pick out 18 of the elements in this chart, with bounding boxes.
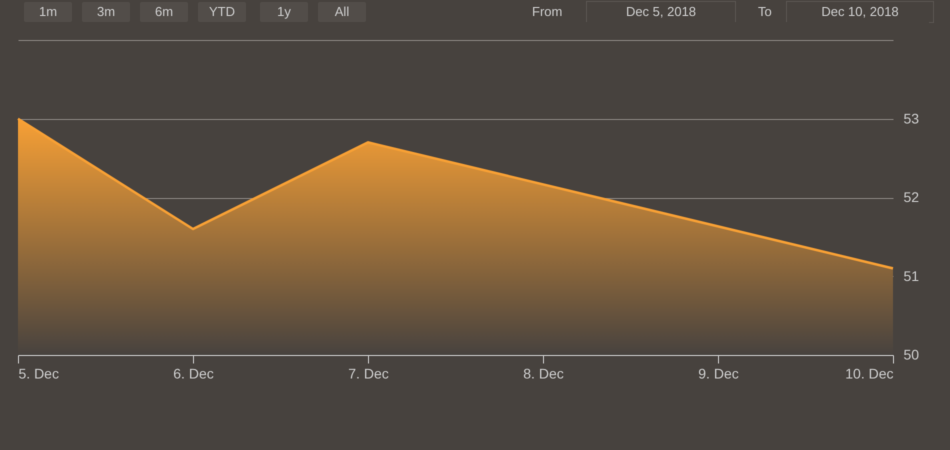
range-button: All: [318, 2, 366, 22]
to-label: To: [758, 3, 772, 21]
x-tick-label: 10. Dec: [845, 366, 894, 382]
y-tick-label: 53: [904, 110, 920, 126]
from-label: From: [532, 3, 562, 21]
y-tick-label: 51: [904, 268, 920, 284]
y-tick-label: 52: [904, 189, 920, 205]
range-button: YTD: [198, 2, 246, 22]
x-tick-label: 6. Dec: [173, 366, 214, 382]
x-tick-label: 9. Dec: [698, 366, 739, 382]
range-button: 3m: [82, 2, 130, 22]
y-tick-label: 50: [904, 346, 920, 362]
range-button: 1m: [24, 2, 72, 22]
range-button: 6m: [140, 2, 188, 22]
x-tick-label: 7. Dec: [348, 366, 389, 382]
x-tick-label: 5. Dec: [18, 366, 59, 382]
range-button: 1y: [260, 2, 308, 22]
x-tick-label: 8. Dec: [523, 366, 564, 382]
